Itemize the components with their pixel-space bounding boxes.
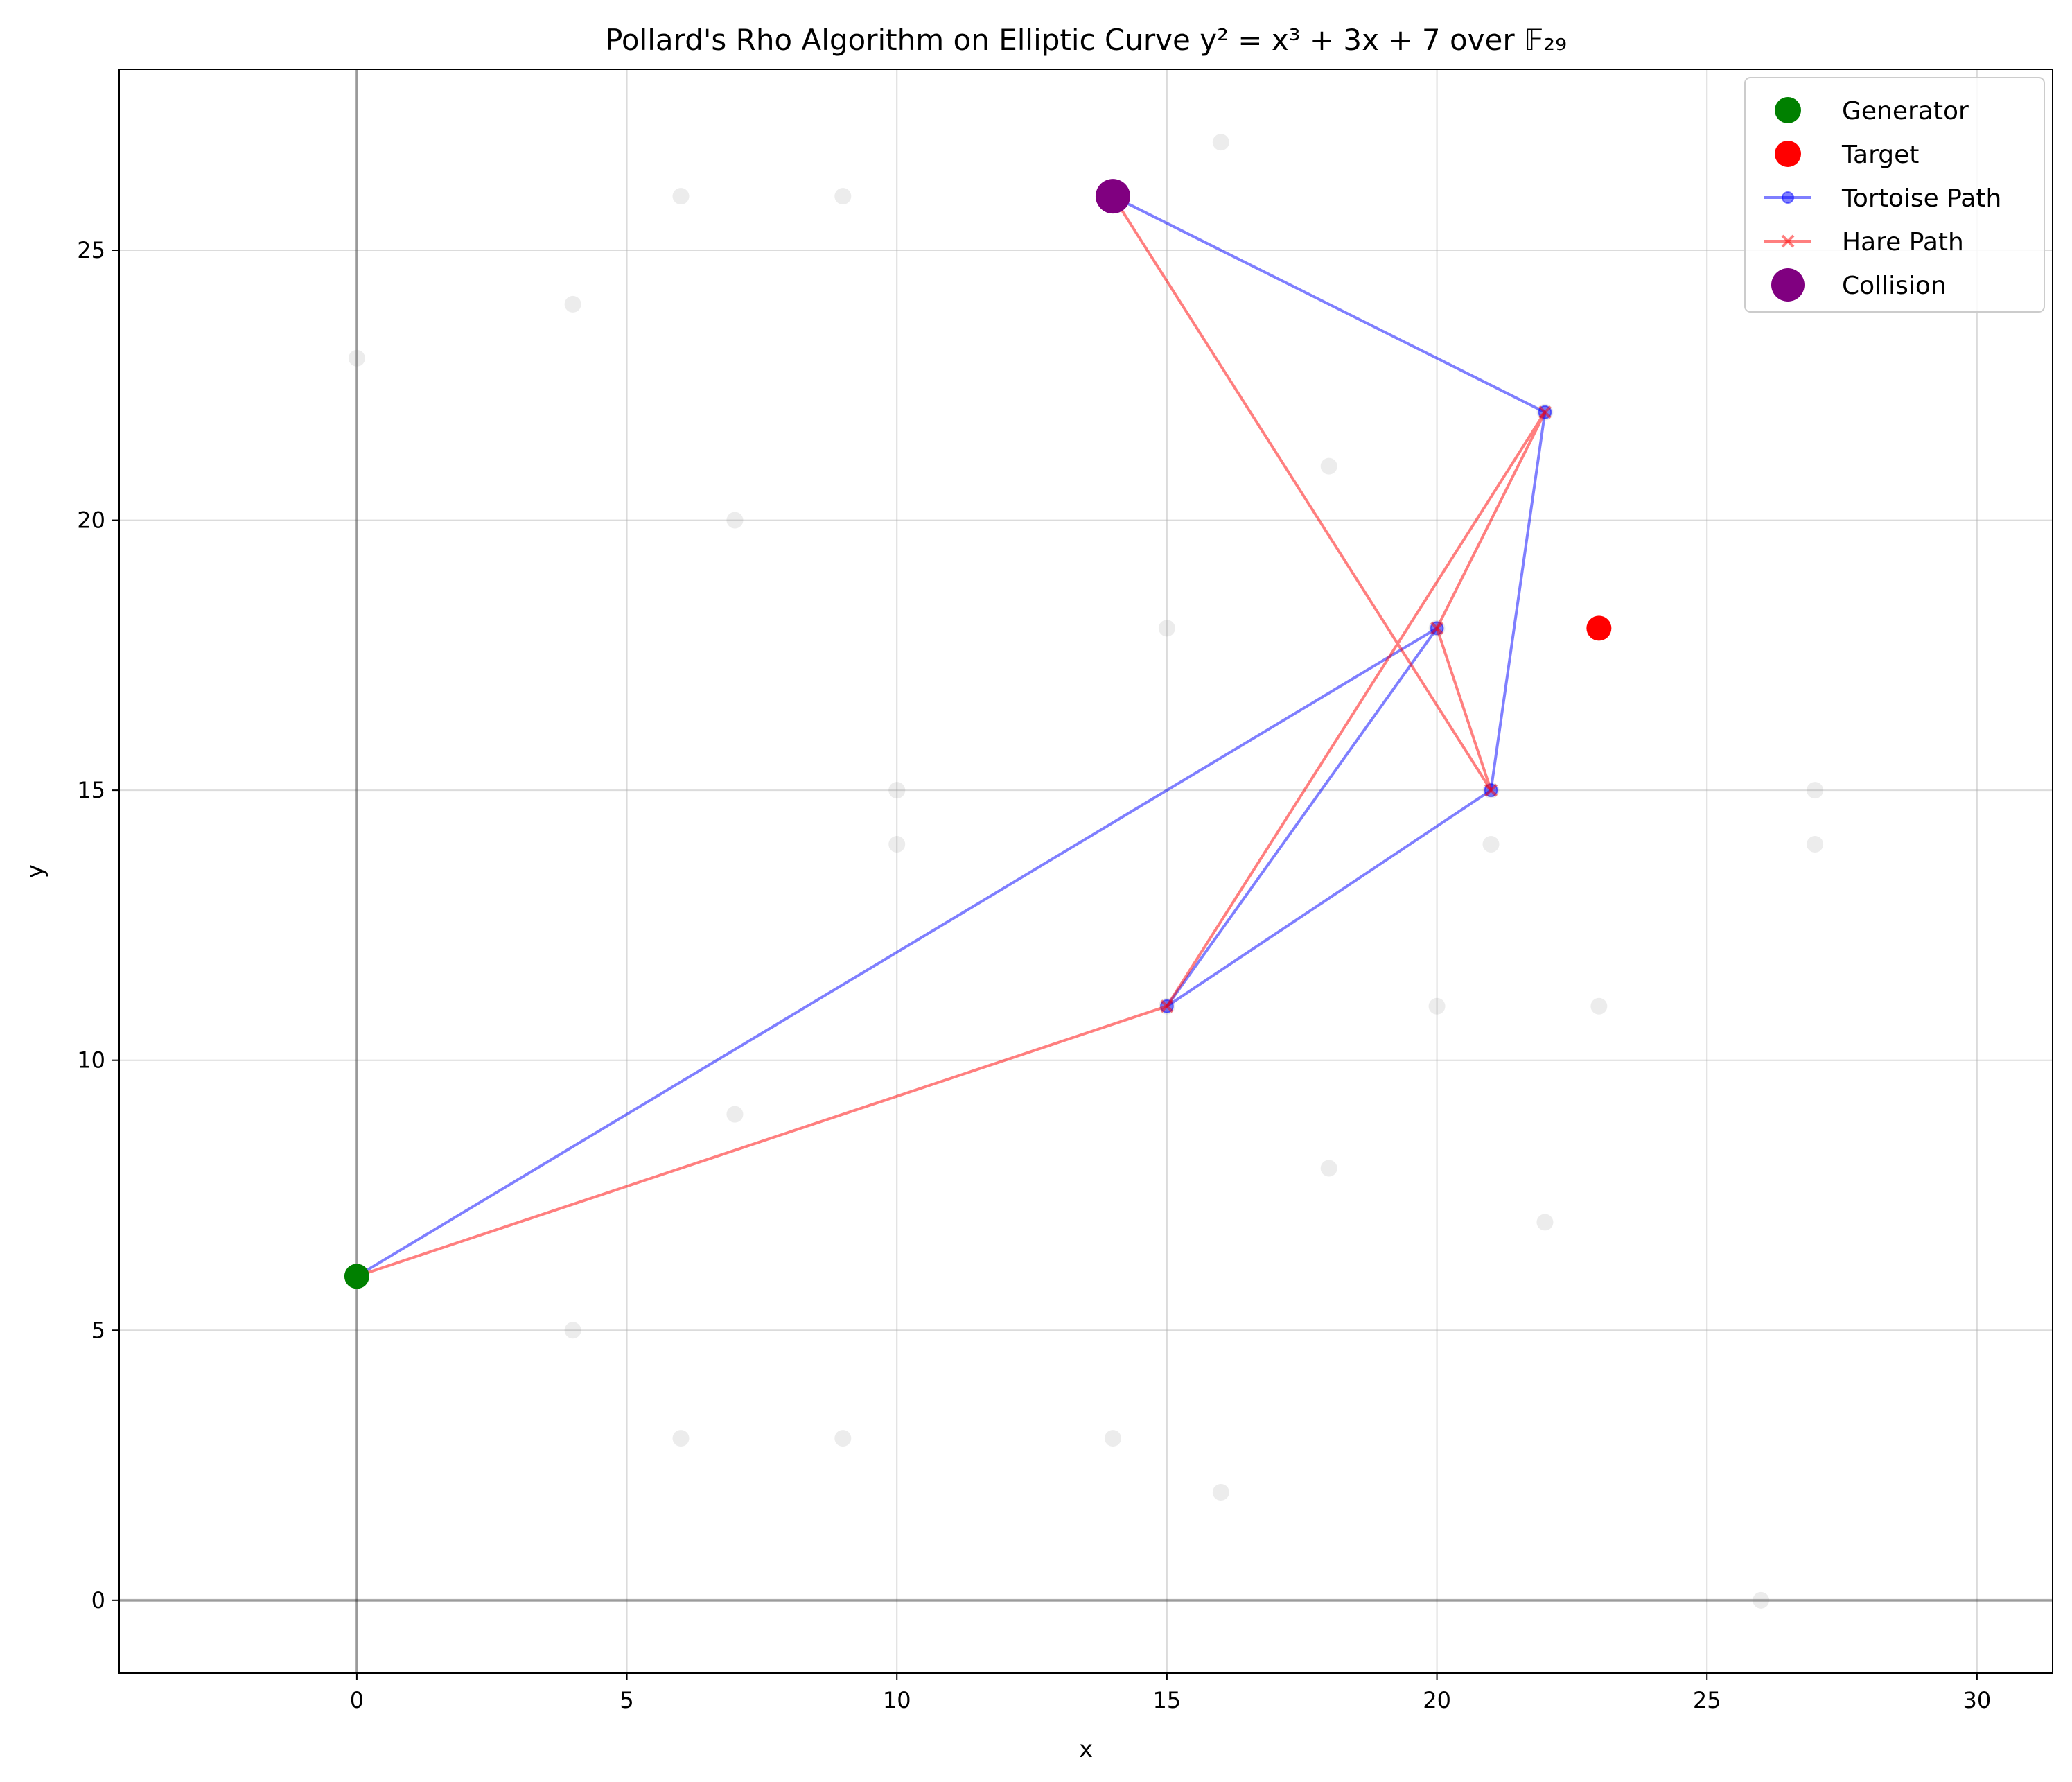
ticks-layer: 0 5 10 15 20 25 30 0 5 10 15 20 25 (77, 237, 1991, 1713)
y-tick-label: 5 (91, 1317, 105, 1343)
legend-handle-marker (1781, 234, 1795, 248)
curve-point (1212, 1483, 1229, 1501)
curve-point (726, 512, 744, 529)
x-tick-label: 10 (883, 1687, 911, 1713)
curve-point (1482, 836, 1500, 853)
y-tick-label: 20 (77, 507, 105, 534)
curve-point (726, 1106, 744, 1123)
curve-point (888, 782, 906, 799)
y-tick-label: 10 (77, 1047, 105, 1074)
curve-point (888, 836, 906, 853)
curve-point (348, 349, 365, 367)
collision-point (1095, 179, 1130, 214)
hare-path-marker (1160, 999, 1174, 1013)
hare-path-marker (1484, 783, 1498, 797)
y-tick-label: 0 (91, 1587, 105, 1614)
legend: Generator Target Tortoise Path Hare Path Col… (1744, 77, 2045, 313)
x-tick-label: 0 (350, 1687, 364, 1713)
hare-path-marker (1430, 621, 1443, 635)
curve-point (1428, 997, 1446, 1015)
curve-point (834, 1430, 852, 1447)
grid-layer (119, 69, 2053, 1673)
curve-point (1212, 134, 1229, 151)
curve-point (1753, 1591, 1770, 1609)
zero-lines-layer (119, 69, 2053, 1673)
hare-path-line (356, 195, 1547, 1278)
x-tick-label: 5 (620, 1687, 633, 1713)
legend-handle-marker (1771, 268, 1805, 302)
plot-frame (118, 69, 2053, 1674)
curve-point (1536, 1214, 1554, 1231)
legend-handle-marker (1775, 97, 1801, 123)
legend-handle-marker (1782, 191, 1794, 204)
legend-box (1744, 77, 2045, 313)
target-point (1586, 615, 1612, 641)
legend-entry-label: Hare Path (1842, 228, 1964, 256)
curve-point (1590, 997, 1608, 1015)
curve-point (564, 295, 581, 313)
generator-point (344, 1264, 369, 1289)
curve-point (672, 188, 690, 205)
curve-point (1807, 782, 1824, 799)
curve-point (672, 1430, 690, 1447)
x-tick-label: 15 (1153, 1687, 1182, 1713)
curve-point (1158, 620, 1175, 637)
curve-point (1320, 1160, 1337, 1177)
curve-point (1104, 1430, 1121, 1447)
x-axis-label: x (1079, 1736, 1093, 1763)
curve-point (564, 1322, 581, 1339)
legend-entry-label: Tortoise Path (1841, 184, 2001, 213)
curve-point (1320, 457, 1337, 475)
highlight-layer (344, 179, 1612, 1289)
legend-handle-marker (1775, 141, 1801, 167)
hare-path-marker (1538, 405, 1552, 419)
chart-title: Pollard's Rho Algorithm on Elliptic Curv… (605, 23, 1567, 57)
x-tick-label: 30 (1963, 1687, 1992, 1713)
legend-entry-label: Generator (1842, 97, 1969, 125)
curve-point (834, 188, 852, 205)
x-tick-label: 20 (1423, 1687, 1451, 1713)
y-tick-label: 15 (77, 777, 105, 803)
x-tick-label: 25 (1693, 1687, 1721, 1713)
y-axis-label: y (21, 864, 49, 878)
curve-point (1807, 836, 1824, 853)
tortoise-path-line (355, 195, 1547, 1278)
y-tick-label: 25 (77, 237, 105, 263)
legend-entry-label: Collision (1842, 272, 1947, 300)
paths-layer (349, 189, 1552, 1284)
legend-entry-label: Target (1841, 141, 1919, 169)
